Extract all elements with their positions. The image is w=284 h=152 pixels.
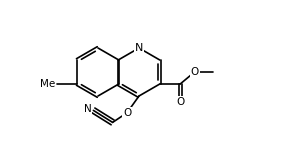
Text: O: O bbox=[176, 97, 184, 107]
Text: O: O bbox=[123, 108, 131, 118]
Text: O: O bbox=[191, 67, 199, 77]
Text: N: N bbox=[84, 104, 91, 114]
Text: Me: Me bbox=[39, 79, 55, 89]
Text: N: N bbox=[135, 43, 143, 53]
